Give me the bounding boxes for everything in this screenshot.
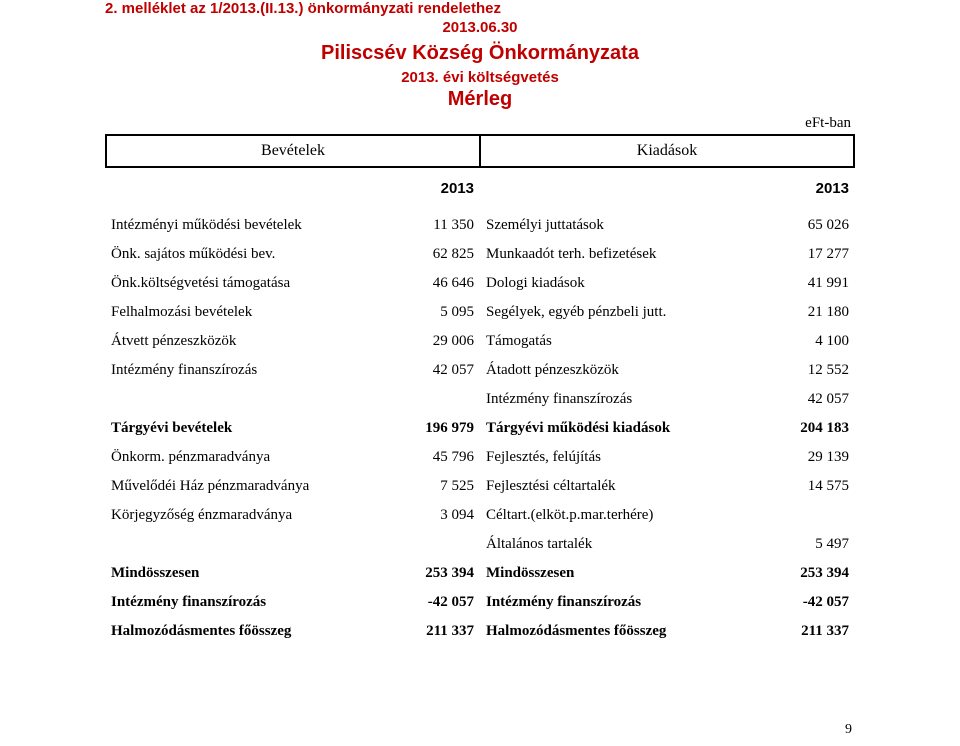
row-value-right: 42 057 <box>750 385 855 414</box>
row-label-left: Intézmény finanszírozás <box>105 356 375 385</box>
row-label-right: Fejlesztés, felújítás <box>480 443 750 472</box>
row-label-right: Átadott pénzeszközök <box>480 356 750 385</box>
table-row: Intézmény finanszírozás42 057Átadott pén… <box>105 356 855 385</box>
row-label-right: Általános tartalék <box>480 530 750 559</box>
table-row: Intézmény finanszírozás42 057 <box>105 385 855 414</box>
row-label-left: Körjegyzőség énzmaradványa <box>105 501 375 530</box>
row-value-left: 7 525 <box>375 472 480 501</box>
balance-table: Intézményi működési bevételek11 350Szemé… <box>105 211 855 646</box>
row-label-right: Fejlesztési céltartalék <box>480 472 750 501</box>
title-municipality: Piliscsév Község Önkormányzata <box>105 42 855 65</box>
row-value-left: 42 057 <box>375 356 480 385</box>
row-label-left: Átvett pénzeszközök <box>105 327 375 356</box>
row-label-left: Tárgyévi bevételek <box>105 414 375 443</box>
row-value-right: 211 337 <box>750 617 855 646</box>
row-value-left: 196 979 <box>375 414 480 443</box>
row-label-right: Dologi kiadások <box>480 269 750 298</box>
row-label-left: Önk. sajátos működési bev. <box>105 240 375 269</box>
table-row: Felhalmozási bevételek5 095Segélyek, egy… <box>105 298 855 327</box>
row-label-right: Mindösszesen <box>480 559 750 588</box>
table-row: Tárgyévi bevételek196 979Tárgyévi működé… <box>105 414 855 443</box>
title-date: 2013.06.30 <box>105 19 855 36</box>
row-label-right: Céltart.(elköt.p.mar.terhére) <box>480 501 750 530</box>
table-row: Intézményi működési bevételek11 350Szemé… <box>105 211 855 240</box>
row-label-left: Önkorm. pénzmaradványa <box>105 443 375 472</box>
row-label-left <box>105 530 375 559</box>
row-value-left: 11 350 <box>375 211 480 240</box>
row-label-left <box>105 385 375 414</box>
page-number: 9 <box>845 722 852 738</box>
row-label-right: Segélyek, egyéb pénzbeli jutt. <box>480 298 750 327</box>
row-label-right: Intézmény finanszírozás <box>480 588 750 617</box>
row-value-right: 14 575 <box>750 472 855 501</box>
row-value-right: 12 552 <box>750 356 855 385</box>
header-left: Bevételek <box>106 135 480 167</box>
year-left: 2013 <box>375 174 480 203</box>
title-attachment: 2. melléklet az 1/2013.(II.13.) önkormán… <box>105 0 855 17</box>
row-label-left: Mindösszesen <box>105 559 375 588</box>
table-row: Művelődéi Ház pénzmaradványa7 525Fejlesz… <box>105 472 855 501</box>
table-row: Intézmény finanszírozás-42 057Intézmény … <box>105 588 855 617</box>
year-row: 2013 2013 <box>105 174 855 203</box>
row-value-left: 253 394 <box>375 559 480 588</box>
table-row: Átvett pénzeszközök29 006Támogatás4 100 <box>105 327 855 356</box>
row-value-left: 46 646 <box>375 269 480 298</box>
unit-label: eFt-ban <box>105 115 855 132</box>
title-budget-year: 2013. évi költségvetés <box>105 69 855 86</box>
row-value-right: 253 394 <box>750 559 855 588</box>
table-row: Halmozódásmentes főösszeg211 337Halmozód… <box>105 617 855 646</box>
row-value-right: 21 180 <box>750 298 855 327</box>
row-label-right: Munkaadót terh. befizetések <box>480 240 750 269</box>
table-row: Önkorm. pénzmaradványa45 796Fejlesztés, … <box>105 443 855 472</box>
row-label-right: Intézmény finanszírozás <box>480 385 750 414</box>
row-value-right: 204 183 <box>750 414 855 443</box>
row-value-right: 65 026 <box>750 211 855 240</box>
row-label-right: Halmozódásmentes főösszeg <box>480 617 750 646</box>
title-balance: Mérleg <box>105 88 855 111</box>
row-value-right: 41 991 <box>750 269 855 298</box>
table-row: Önk.költségvetési támogatása46 646Dologi… <box>105 269 855 298</box>
balance-header-box: Bevételek Kiadások <box>105 134 855 168</box>
row-value-left: 5 095 <box>375 298 480 327</box>
page: 2. melléklet az 1/2013.(II.13.) önkormán… <box>0 0 960 746</box>
row-value-right: 4 100 <box>750 327 855 356</box>
row-value-left <box>375 530 480 559</box>
row-label-left: Halmozódásmentes főösszeg <box>105 617 375 646</box>
row-label-left: Intézményi működési bevételek <box>105 211 375 240</box>
row-value-right: 5 497 <box>750 530 855 559</box>
table-row: Önk. sajátos működési bev.62 825Munkaadó… <box>105 240 855 269</box>
row-label-left: Intézmény finanszírozás <box>105 588 375 617</box>
row-value-right: -42 057 <box>750 588 855 617</box>
table-row: Körjegyzőség énzmaradványa3 094Céltart.(… <box>105 501 855 530</box>
row-value-right: 29 139 <box>750 443 855 472</box>
row-label-left: Önk.költségvetési támogatása <box>105 269 375 298</box>
row-value-left <box>375 385 480 414</box>
row-label-left: Művelődéi Ház pénzmaradványa <box>105 472 375 501</box>
row-label-left: Felhalmozási bevételek <box>105 298 375 327</box>
table-row: Általános tartalék5 497 <box>105 530 855 559</box>
row-value-left: 29 006 <box>375 327 480 356</box>
row-value-left: 62 825 <box>375 240 480 269</box>
row-value-right <box>750 501 855 530</box>
row-value-left: -42 057 <box>375 588 480 617</box>
row-label-right: Tárgyévi működési kiadások <box>480 414 750 443</box>
row-label-right: Személyi juttatások <box>480 211 750 240</box>
row-value-right: 17 277 <box>750 240 855 269</box>
row-value-left: 3 094 <box>375 501 480 530</box>
row-value-left: 211 337 <box>375 617 480 646</box>
header-right: Kiadások <box>480 135 854 167</box>
year-right: 2013 <box>750 174 855 203</box>
row-label-right: Támogatás <box>480 327 750 356</box>
table-row: Mindösszesen253 394Mindösszesen253 394 <box>105 559 855 588</box>
row-value-left: 45 796 <box>375 443 480 472</box>
